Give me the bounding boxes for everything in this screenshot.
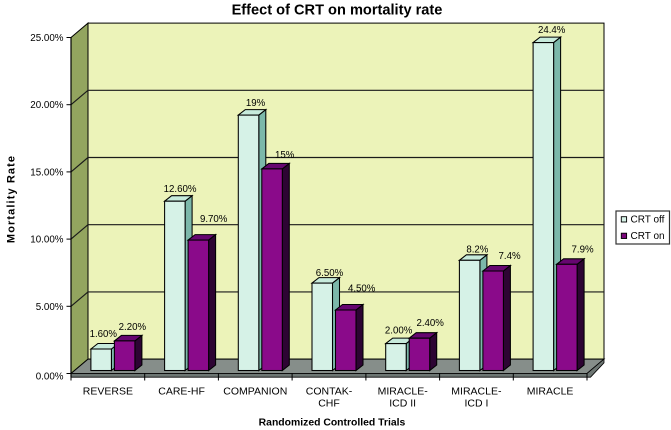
svg-text:7.9%: 7.9% [572,244,594,255]
svg-text:24.4%: 24.4% [538,25,566,36]
svg-text:2.40%: 2.40% [416,318,444,329]
svg-text:15%: 15% [275,150,295,161]
svg-text:9.70%: 9.70% [200,214,228,225]
svg-text:7.4%: 7.4% [499,251,521,262]
svg-text:Effect of CRT on mortality rat: Effect of CRT on mortality rate [232,2,443,18]
svg-text:ICD II: ICD II [389,398,416,410]
svg-text:10.00%: 10.00% [30,235,64,246]
svg-text:2.00%: 2.00% [385,325,413,336]
svg-text:CRT off: CRT off [631,214,665,225]
svg-text:MIRACLE-: MIRACLE- [451,386,502,398]
svg-text:20.00%: 20.00% [30,100,64,111]
svg-text:5.00%: 5.00% [36,302,64,313]
svg-text:6.50%: 6.50% [316,268,344,279]
svg-text:CONTAK-: CONTAK- [306,386,353,398]
svg-text:REVERSE: REVERSE [83,386,133,398]
svg-text:12.60%: 12.60% [164,184,197,195]
svg-text:0.00%: 0.00% [36,372,64,383]
svg-text:15.00%: 15.00% [30,167,64,178]
svg-text:19%: 19% [246,98,266,109]
svg-text:Randomized Controlled Trials: Randomized Controlled Trials [259,418,406,429]
svg-text:ICD I: ICD I [464,398,488,410]
svg-text:2.20%: 2.20% [119,322,147,333]
svg-text:MIRACLE-: MIRACLE- [378,386,429,398]
svg-text:CRT on: CRT on [631,231,665,242]
svg-text:8.2%: 8.2% [466,245,488,256]
svg-text:Mortality Rate: Mortality Rate [6,155,18,243]
svg-text:CHF: CHF [318,398,340,410]
svg-text:CARE-HF: CARE-HF [158,386,205,398]
svg-text:COMPANION: COMPANION [223,386,287,398]
svg-text:4.50%: 4.50% [348,283,376,294]
svg-text:1.60%: 1.60% [90,329,118,340]
svg-text:MIRACLE: MIRACLE [527,386,574,398]
svg-text:25.00%: 25.00% [30,33,64,44]
